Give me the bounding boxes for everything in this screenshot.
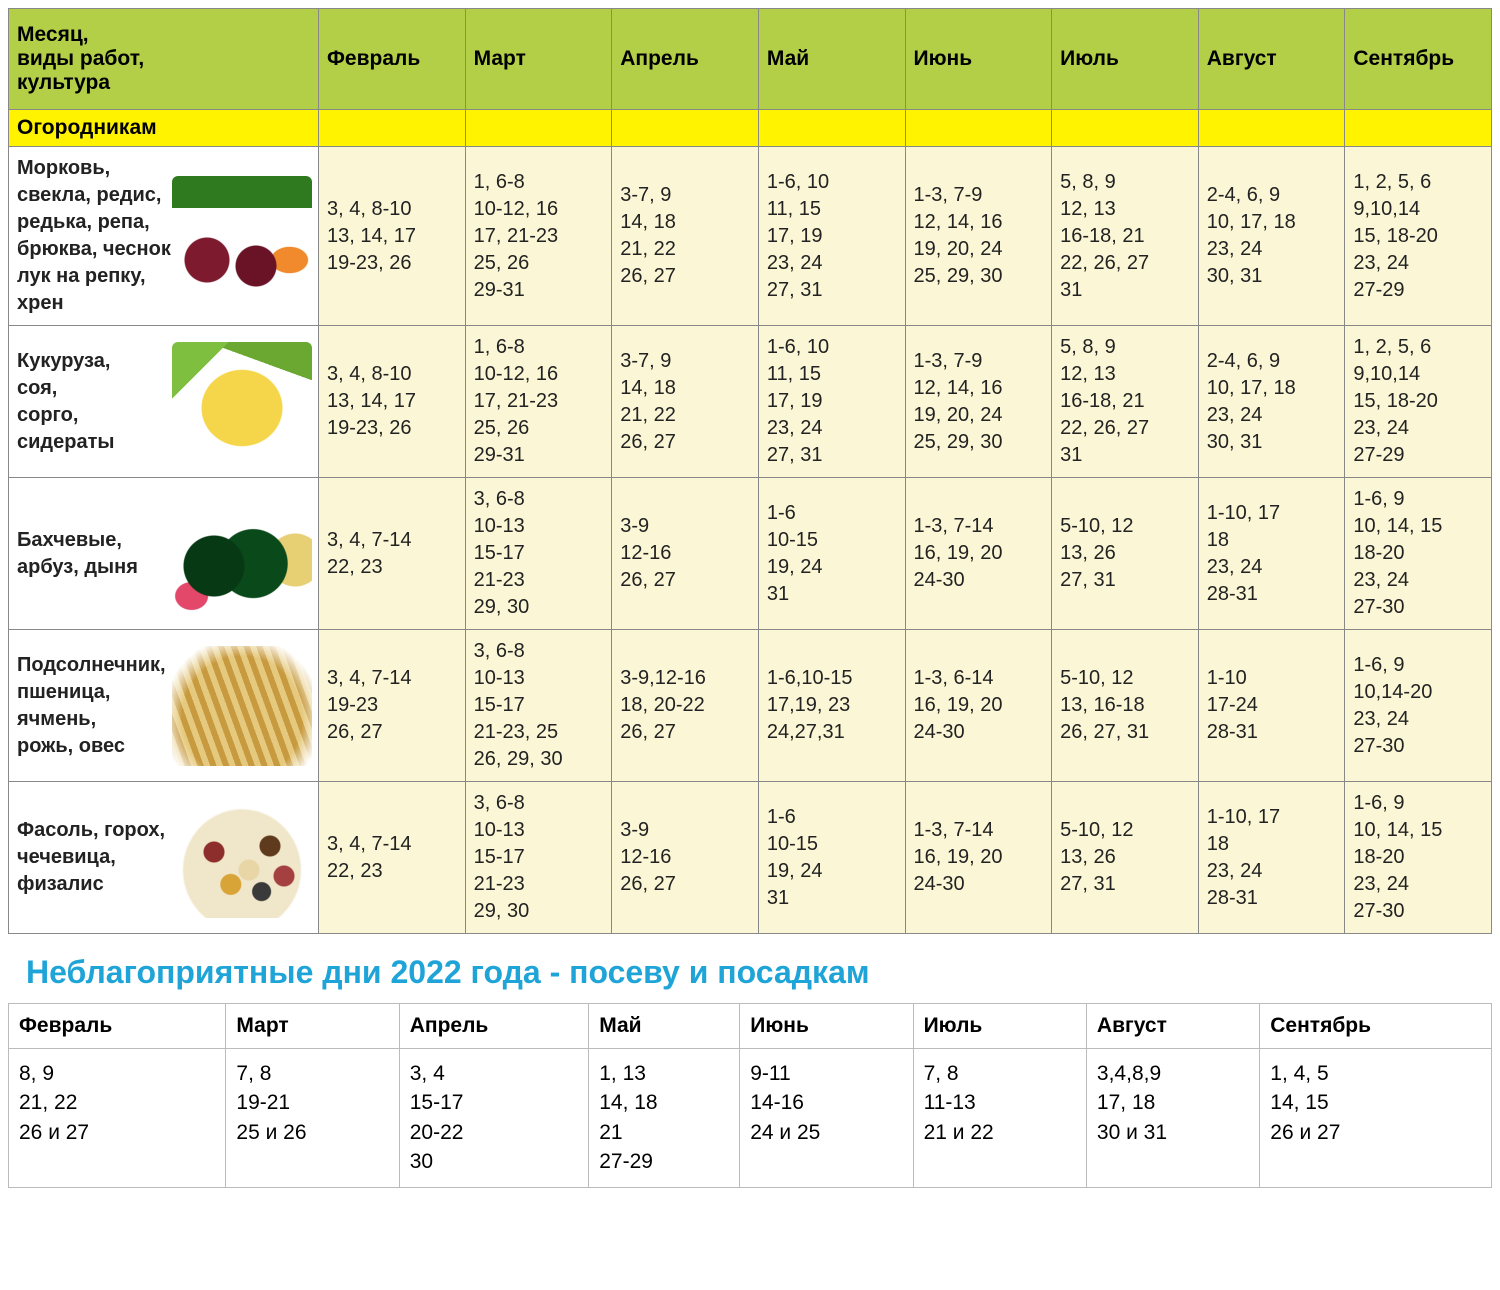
date-cell: 1-3, 7-14 16, 19, 20 24-30: [905, 782, 1052, 934]
unfav-month: Сентябрь: [1260, 1004, 1492, 1049]
date-cell: 1-10 17-24 28-31: [1198, 630, 1345, 782]
unfav-month: Май: [589, 1004, 740, 1049]
unfavorable-days-title: Неблагоприятные дни 2022 года - посеву и…: [26, 954, 1488, 991]
date-cell: 3-9 12-16 26, 27: [612, 478, 759, 630]
crop-label: Подсолнечник, пшеница, ячмень, рожь, ове…: [17, 652, 177, 760]
unfav-month: Апрель: [399, 1004, 588, 1049]
date-cell: 3, 6-8 10-13 15-17 21-23, 25 26, 29, 30: [465, 630, 612, 782]
date-cell: 1, 2, 5, 6 9,10,14 15, 18-20 23, 24 27-2…: [1345, 326, 1492, 478]
date-cell: 1-3, 7-14 16, 19, 20 24-30: [905, 478, 1052, 630]
date-cell: 1-10, 17 18 23, 24 28-31: [1198, 782, 1345, 934]
date-cell: 5, 8, 9 12, 13 16-18, 21 22, 26, 27 31: [1052, 147, 1199, 326]
melon-icon: [172, 494, 312, 614]
unfav-cell: 7, 8 11-13 21 и 22: [913, 1049, 1086, 1188]
date-cell: 1, 6-8 10-12, 16 17, 21-23 25, 26 29-31: [465, 326, 612, 478]
date-cell: 1-6,10-15 17,19, 23 24,27,31: [758, 630, 905, 782]
date-cell: 3-7, 9 14, 18 21, 22 26, 27: [612, 147, 759, 326]
date-cell: 3, 4, 8-10 13, 14, 17 19-23, 26: [319, 147, 466, 326]
unfav-cell: 7, 8 19-21 25 и 26: [226, 1049, 399, 1188]
date-cell: 1-6 10-15 19, 24 31: [758, 478, 905, 630]
table-row: Фасоль, горох, чечевица, физалис 3, 4, 7…: [9, 782, 1492, 934]
table-row: Подсолнечник, пшеница, ячмень, рожь, ове…: [9, 630, 1492, 782]
beans-icon: [172, 798, 312, 918]
crop-label: Фасоль, горох, чечевица, физалис: [17, 817, 177, 898]
header-month: Июль: [1052, 9, 1199, 110]
header-month: Март: [465, 9, 612, 110]
date-cell: 5-10, 12 13, 16-18 26, 27, 31: [1052, 630, 1199, 782]
table-row: Кукуруза, соя, сорго, сидераты 3, 4, 8-1…: [9, 326, 1492, 478]
date-cell: 3, 6-8 10-13 15-17 21-23 29, 30: [465, 782, 612, 934]
header-month: Август: [1198, 9, 1345, 110]
crop-cell: Бахчевые, арбуз, дыня: [9, 478, 319, 630]
unfav-month: Март: [226, 1004, 399, 1049]
date-cell: 2-4, 6, 9 10, 17, 18 23, 24 30, 31: [1198, 326, 1345, 478]
date-cell: 5-10, 12 13, 26 27, 31: [1052, 478, 1199, 630]
date-cell: 3-9 12-16 26, 27: [612, 782, 759, 934]
unfavorable-days-table: Февраль Март Апрель Май Июнь Июль Август…: [8, 1003, 1492, 1188]
date-cell: 2-4, 6, 9 10, 17, 18 23, 24 30, 31: [1198, 147, 1345, 326]
unfav-cell: 1, 13 14, 18 21 27-29: [589, 1049, 740, 1188]
date-cell: 1-6, 9 10, 14, 15 18-20 23, 24 27-30: [1345, 478, 1492, 630]
crop-cell: Подсолнечник, пшеница, ячмень, рожь, ове…: [9, 630, 319, 782]
root-vegetables-icon: [172, 176, 312, 296]
date-cell: 3, 6-8 10-13 15-17 21-23 29, 30: [465, 478, 612, 630]
unfav-cell: 3,4,8,9 17, 18 30 и 31: [1086, 1049, 1259, 1188]
date-cell: 3, 4, 7-14 22, 23: [319, 478, 466, 630]
header-first-col: Месяц, виды работ, культура: [9, 9, 319, 110]
date-cell: 1-6, 9 10,14-20 23, 24 27-30: [1345, 630, 1492, 782]
section-row-gardeners: Огородникам: [9, 110, 1492, 147]
date-cell: 1-3, 6-14 16, 19, 20 24-30: [905, 630, 1052, 782]
unfav-cell: 9-11 14-16 24 и 25: [740, 1049, 913, 1188]
header-row: Месяц, виды работ, культура Февраль Март…: [9, 9, 1492, 110]
unfav-month: Август: [1086, 1004, 1259, 1049]
crop-label: Кукуруза, соя, сорго, сидераты: [17, 348, 177, 456]
crop-cell: Фасоль, горох, чечевица, физалис: [9, 782, 319, 934]
date-cell: 1, 6-8 10-12, 16 17, 21-23 25, 26 29-31: [465, 147, 612, 326]
unfav-header-row: Февраль Март Апрель Май Июнь Июль Август…: [9, 1004, 1492, 1049]
date-cell: 3, 4, 7-14 19-23 26, 27: [319, 630, 466, 782]
date-cell: 1-3, 7-9 12, 14, 16 19, 20, 24 25, 29, 3…: [905, 326, 1052, 478]
date-cell: 5, 8, 9 12, 13 16-18, 21 22, 26, 27 31: [1052, 326, 1199, 478]
crop-cell: Морковь, свекла, редис, редька, репа, бр…: [9, 147, 319, 326]
unfav-month: Июль: [913, 1004, 1086, 1049]
section-label: Огородникам: [9, 110, 319, 147]
table-row: Морковь, свекла, редис, редька, репа, бр…: [9, 147, 1492, 326]
date-cell: 1-6, 9 10, 14, 15 18-20 23, 24 27-30: [1345, 782, 1492, 934]
date-cell: 3, 4, 7-14 22, 23: [319, 782, 466, 934]
date-cell: 3-9,12-16 18, 20-22 26, 27: [612, 630, 759, 782]
corn-icon: [172, 342, 312, 462]
date-cell: 1-3, 7-9 12, 14, 16 19, 20, 24 25, 29, 3…: [905, 147, 1052, 326]
date-cell: 1-6, 10 11, 15 17, 19 23, 24 27, 31: [758, 326, 905, 478]
date-cell: 1-10, 17 18 23, 24 28-31: [1198, 478, 1345, 630]
unfav-data-row: 8, 9 21, 22 26 и 27 7, 8 19-21 25 и 26 3…: [9, 1049, 1492, 1188]
header-month: Май: [758, 9, 905, 110]
header-month: Февраль: [319, 9, 466, 110]
wheat-icon: [172, 646, 312, 766]
unfav-month: Февраль: [9, 1004, 226, 1049]
crop-label: Морковь, свекла, редис, редька, репа, бр…: [17, 155, 177, 317]
unfav-cell: 8, 9 21, 22 26 и 27: [9, 1049, 226, 1188]
date-cell: 1-6, 10 11, 15 17, 19 23, 24 27, 31: [758, 147, 905, 326]
header-month: Апрель: [612, 9, 759, 110]
date-cell: 1-6 10-15 19, 24 31: [758, 782, 905, 934]
unfav-cell: 3, 4 15-17 20-22 30: [399, 1049, 588, 1188]
header-month: Июнь: [905, 9, 1052, 110]
table-row: Бахчевые, арбуз, дыня 3, 4, 7-14 22, 23 …: [9, 478, 1492, 630]
unfav-cell: 1, 4, 5 14, 15 26 и 27: [1260, 1049, 1492, 1188]
header-month: Сентябрь: [1345, 9, 1492, 110]
date-cell: 5-10, 12 13, 26 27, 31: [1052, 782, 1199, 934]
date-cell: 3, 4, 8-10 13, 14, 17 19-23, 26: [319, 326, 466, 478]
planting-calendar-table: Месяц, виды работ, культура Февраль Март…: [8, 8, 1492, 934]
date-cell: 1, 2, 5, 6 9,10,14 15, 18-20 23, 24 27-2…: [1345, 147, 1492, 326]
unfav-month: Июнь: [740, 1004, 913, 1049]
crop-cell: Кукуруза, соя, сорго, сидераты: [9, 326, 319, 478]
crop-label: Бахчевые, арбуз, дыня: [17, 527, 177, 581]
date-cell: 3-7, 9 14, 18 21, 22 26, 27: [612, 326, 759, 478]
